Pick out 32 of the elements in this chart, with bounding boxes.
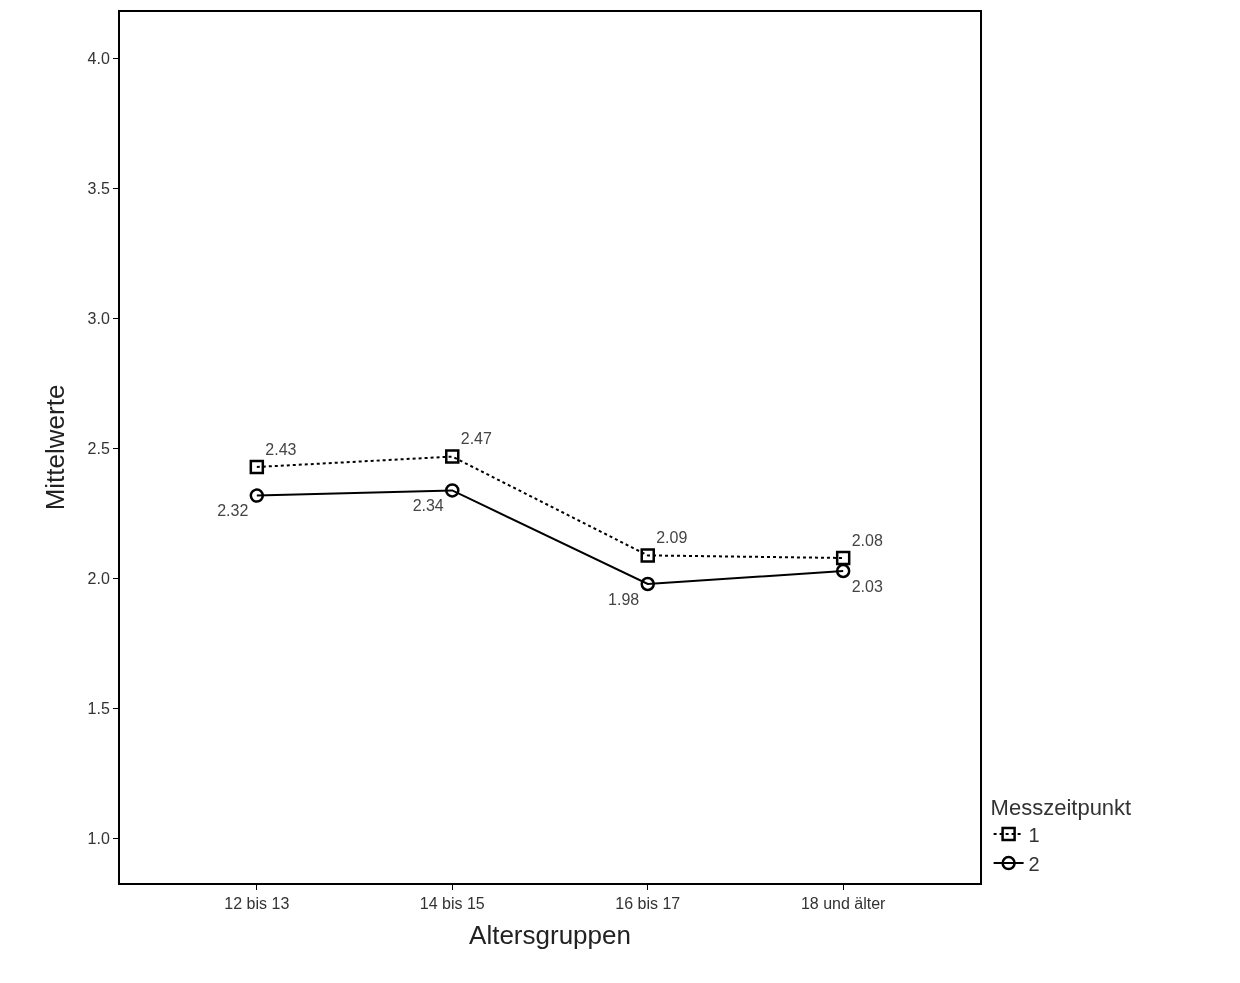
y-tick-label: 2.5 [87, 440, 110, 458]
y-tick-label: 4.0 [87, 50, 110, 68]
point [249, 459, 265, 475]
x-axis-title: Altersgruppen [469, 920, 631, 951]
data-label: 2.03 [851, 577, 883, 595]
y-tick-label: 1.5 [87, 700, 110, 718]
point [640, 576, 655, 592]
point [445, 483, 460, 498]
data-label: 2.32 [217, 502, 249, 520]
data-label: 2.43 [265, 440, 297, 458]
legend-title: Messzeitpunkt [990, 794, 1132, 820]
x-tick-label: 16 bis 17 [615, 895, 681, 913]
legend-label: 2 [1028, 852, 1040, 875]
data-label: 2.09 [656, 528, 688, 546]
y-tick-label: 3.5 [87, 180, 110, 198]
point [249, 488, 265, 503]
y-tick-label: 1.0 [87, 830, 110, 848]
y-axis-title: Mittelwerte [40, 384, 71, 511]
point [640, 548, 655, 563]
point [835, 550, 851, 566]
data-label: 1.98 [608, 590, 640, 608]
y-tick-label: 3.0 [87, 310, 110, 328]
x-tick-label: 18 und älter [800, 895, 887, 913]
data-label: 2.08 [851, 531, 883, 549]
data-label: 2.34 [412, 496, 444, 514]
x-tick-label: 14 bis 15 [419, 895, 485, 913]
point [445, 449, 460, 464]
data-label: 2.47 [460, 430, 493, 448]
x-tick-label: 12 bis 13 [224, 895, 290, 913]
point [835, 563, 851, 579]
y-tick-label: 2.0 [87, 570, 110, 588]
legend-label: 1 [1028, 823, 1040, 846]
